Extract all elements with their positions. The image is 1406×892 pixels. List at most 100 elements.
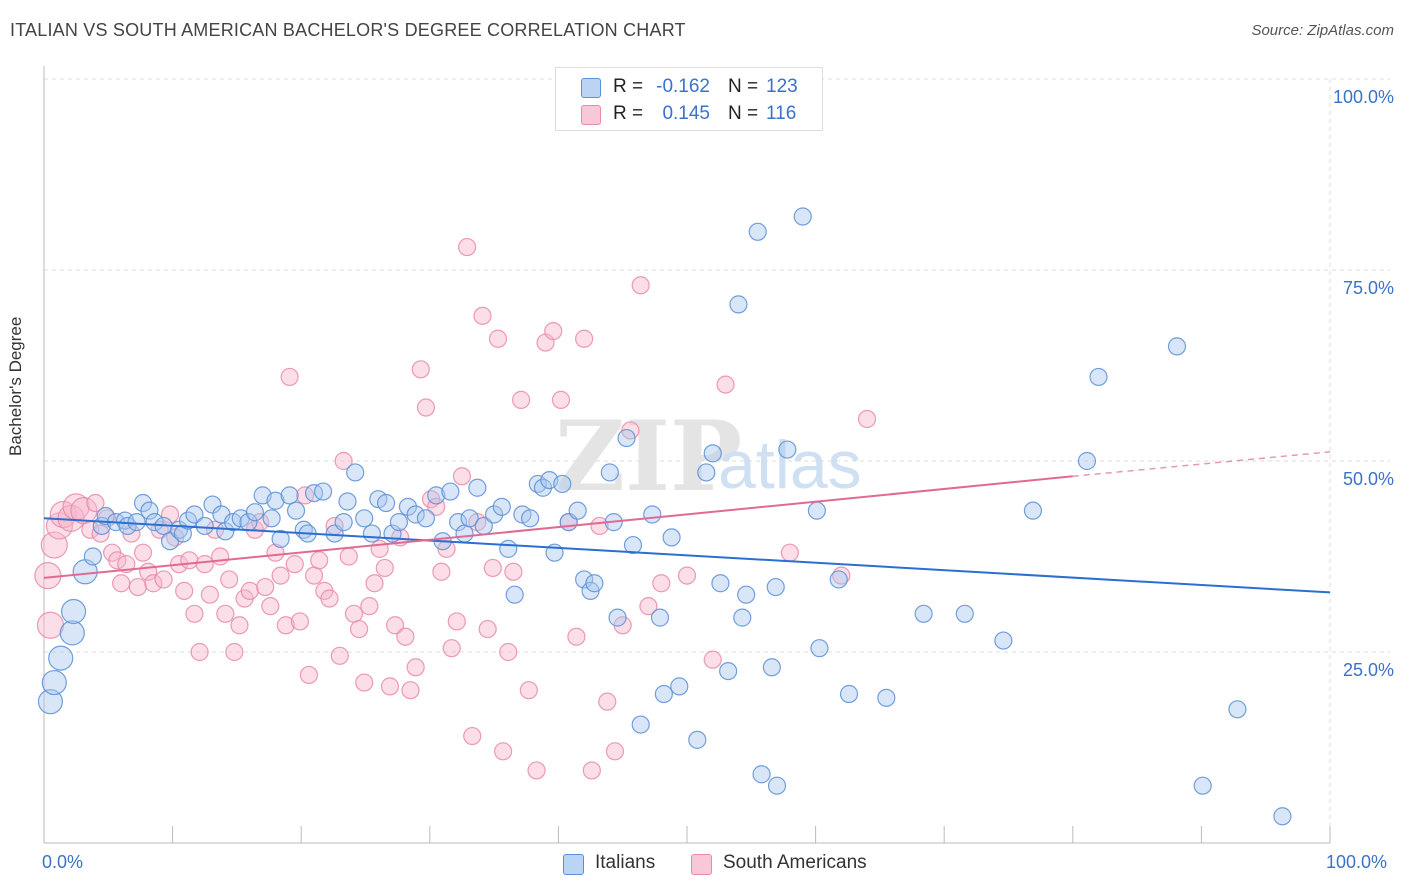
italians-point bbox=[1228, 700, 1247, 719]
italians-point bbox=[617, 428, 636, 448]
south-americans-point bbox=[527, 761, 546, 780]
italians-point bbox=[127, 513, 146, 532]
south-americans-point bbox=[631, 276, 650, 295]
italians-point bbox=[762, 658, 781, 677]
italians-point bbox=[41, 669, 67, 696]
italians-point bbox=[455, 524, 474, 543]
n-value: 116 bbox=[766, 103, 797, 124]
italians-point bbox=[600, 463, 619, 482]
south-americans-point bbox=[478, 619, 497, 639]
south-americans-point bbox=[447, 612, 466, 631]
italians-point bbox=[468, 478, 487, 497]
n-value: 123 bbox=[766, 76, 798, 97]
south-americans-point bbox=[575, 329, 594, 348]
south-americans-point bbox=[463, 726, 482, 746]
italians-point bbox=[448, 513, 468, 532]
italians-point bbox=[767, 776, 787, 795]
south-americans-point bbox=[108, 551, 127, 570]
italians-point bbox=[48, 645, 74, 671]
south-americans-point bbox=[320, 589, 339, 608]
italians-point bbox=[145, 513, 164, 532]
italians-point bbox=[140, 501, 159, 520]
italians-point bbox=[185, 505, 204, 524]
south-americans-point bbox=[280, 367, 299, 387]
south-americans-point bbox=[91, 524, 110, 543]
r-value: -0.162 bbox=[656, 76, 710, 97]
italians-point bbox=[688, 730, 707, 749]
south-americans-point bbox=[780, 543, 799, 562]
italians-point bbox=[994, 631, 1013, 650]
south-americans-point bbox=[499, 642, 518, 662]
italians-point bbox=[623, 535, 643, 555]
italians-swatch bbox=[563, 854, 584, 875]
south-americans-point bbox=[34, 561, 62, 590]
y-tick-label: 50.0% bbox=[1342, 469, 1394, 489]
r-value: 0.145 bbox=[662, 103, 710, 124]
south-americans-point bbox=[598, 692, 617, 711]
italians-point bbox=[793, 207, 812, 226]
south-americans-point bbox=[442, 639, 461, 658]
south-americans-point bbox=[512, 390, 531, 409]
south-americans-point bbox=[355, 673, 374, 692]
italians-point bbox=[286, 501, 306, 520]
south-americans-point bbox=[128, 577, 147, 597]
south-americans-point bbox=[154, 570, 173, 589]
south-americans-point bbox=[36, 611, 65, 639]
italians-point bbox=[195, 516, 214, 536]
italians-point bbox=[60, 598, 87, 625]
south-americans-point bbox=[519, 681, 538, 700]
south-americans-point bbox=[365, 574, 384, 593]
south-americans-point bbox=[240, 581, 259, 600]
source-label: Source: ZipAtlas.com bbox=[1251, 22, 1394, 39]
italians-point bbox=[766, 577, 785, 597]
south-americans-point bbox=[551, 390, 571, 409]
italians-point bbox=[1089, 367, 1108, 387]
italians-point bbox=[485, 505, 504, 524]
italians-trend-line bbox=[43, 517, 1331, 594]
italians-point bbox=[643, 505, 662, 524]
italians-point bbox=[334, 513, 353, 532]
italians-point bbox=[362, 524, 382, 543]
south-americans-point bbox=[349, 619, 369, 639]
south-americans-point bbox=[339, 547, 358, 566]
south-americans-point bbox=[344, 604, 364, 623]
italians-point bbox=[733, 608, 752, 627]
south-americans-point bbox=[49, 500, 77, 529]
south-americans-point bbox=[483, 558, 502, 578]
south-americans-point bbox=[160, 505, 180, 524]
italians-point bbox=[280, 486, 299, 505]
south-americans-point bbox=[544, 322, 563, 341]
italians-point bbox=[355, 509, 374, 528]
south-americans-point bbox=[375, 558, 394, 578]
italians-point bbox=[829, 570, 848, 589]
italians-point bbox=[729, 295, 748, 314]
south-americans-point bbox=[370, 539, 389, 558]
trend-lines bbox=[43, 451, 1331, 594]
italians-point bbox=[271, 529, 290, 549]
italians-point bbox=[416, 509, 436, 528]
italians-point bbox=[398, 497, 418, 516]
legend-row-south-americans: R = 0.145 N = 116 bbox=[556, 101, 822, 127]
south-americans-label: South Americans bbox=[723, 852, 867, 873]
italians-point bbox=[608, 608, 627, 627]
italians-point bbox=[96, 506, 115, 526]
italians-point bbox=[1273, 807, 1292, 826]
italians-point bbox=[313, 482, 333, 501]
south-americans-point bbox=[144, 574, 163, 593]
italians-point bbox=[1167, 337, 1187, 356]
r-label: R = bbox=[613, 103, 644, 124]
italians-point bbox=[406, 505, 425, 524]
south-americans-point bbox=[175, 581, 194, 600]
italians-point bbox=[711, 574, 730, 593]
south-americans-point bbox=[703, 650, 722, 669]
south-americans-point bbox=[567, 627, 586, 646]
italians-point bbox=[955, 604, 974, 623]
chart-title: ITALIAN VS SOUTH AMERICAN BACHELOR'S DEG… bbox=[10, 20, 686, 40]
italians-point bbox=[553, 474, 572, 494]
italians-point bbox=[654, 684, 673, 704]
italians-point bbox=[266, 491, 285, 510]
south-americans-point bbox=[385, 616, 405, 635]
south-americans-point bbox=[276, 616, 295, 635]
italians-point bbox=[839, 684, 859, 704]
